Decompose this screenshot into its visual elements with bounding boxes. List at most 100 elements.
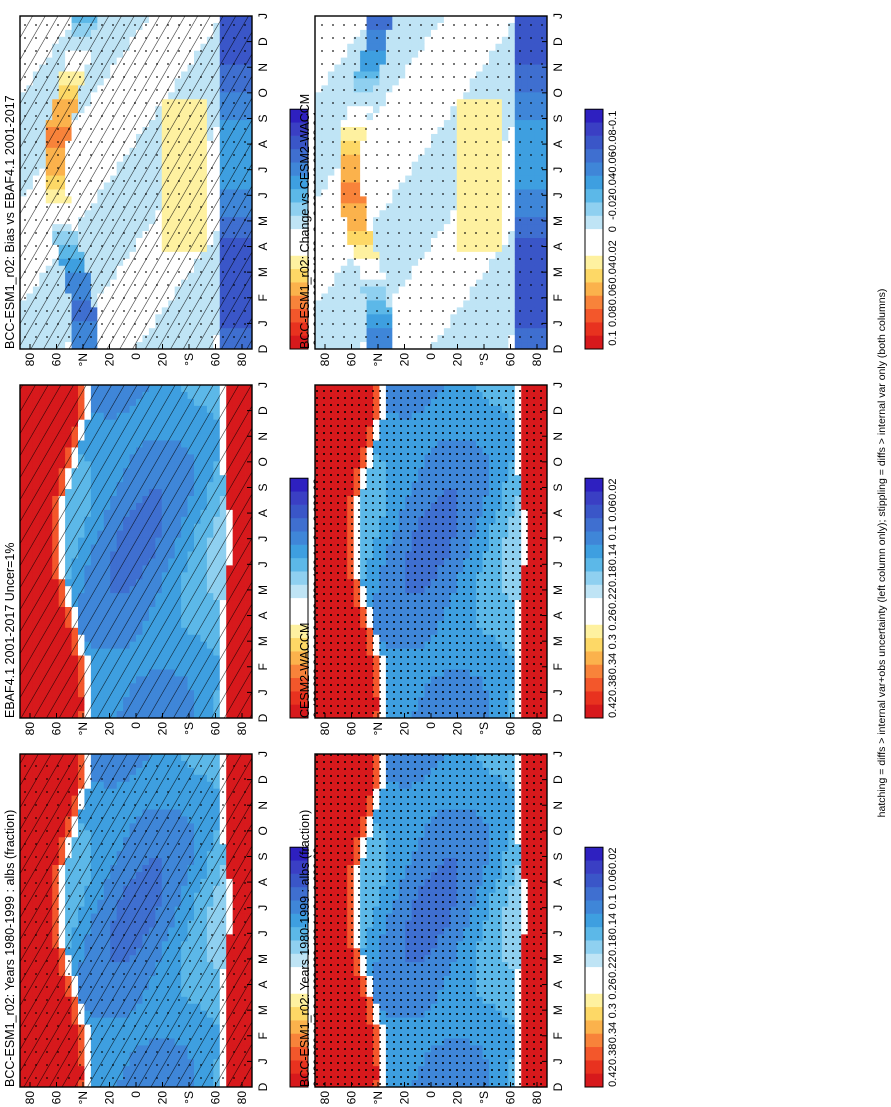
x-tick-label: A [551,878,565,886]
colorbar-label: 0.22 [607,956,619,977]
colorbar-swatch [290,980,308,994]
panel-2: BCC-ESM1_r02: Years 1980-1999 : albs (fr… [298,751,619,1104]
colorbar-label: 0.06 [607,869,619,890]
colorbar-label: 0.18 [607,935,619,956]
colorbar-swatch [290,953,308,968]
y-tick-label: 80 [23,1091,37,1105]
colorbar-swatch [290,1060,308,1074]
y-tick-label: °S [182,1091,196,1104]
x-tick-label: N [256,801,270,810]
colorbar-swatch [585,1020,603,1034]
colorbar-label: 0.34 [607,1022,619,1043]
colorbar-swatch [585,953,603,968]
x-tick-label: J [256,905,270,911]
colorbar-swatch [290,966,308,981]
x-tick-label: M [256,954,270,964]
colorbar-label: 0.3 [607,1003,619,1018]
x-tick-label: N [551,801,565,810]
colorbar-swatch [585,1006,603,1021]
colorbar-swatch [290,873,308,888]
x-tick-label: D [551,775,565,784]
stippling-overlay [20,754,252,1087]
y-tick-label: 20 [398,1091,412,1105]
colorbar-label: 0.14 [607,913,619,934]
y-tick-label: 20 [103,1091,117,1105]
y-tick-label: 20 [156,1091,170,1105]
x-tick-label: D [256,1082,270,1091]
y-tick-label: 60 [209,1091,223,1105]
x-tick-label: M [256,1005,270,1015]
y-tick-label: 60 [504,1091,518,1105]
colorbar-swatch [290,1046,308,1061]
y-tick-label: 80 [318,1091,332,1105]
colorbar-swatch [290,993,308,1008]
panel-title: BCC-ESM1_r02: Years 1980-1999 : albs (fr… [3,810,17,1087]
colorbar-frame [289,846,309,1088]
colorbar-label: 0.42 [607,1065,619,1086]
x-tick-label: S [256,852,270,860]
panel-3: EBAF4.1 2001-2017 Uncer=1% DJFMAMJJASONDJ… [3,382,324,735]
colorbar-swatch [585,860,603,874]
x-tick-label: J [551,930,565,936]
colorbar-swatch [585,993,603,1008]
colorbar-swatch [585,913,603,928]
x-tick-label: J [256,930,270,936]
y-tick-label: 0 [424,1091,438,1098]
panel-title: BCC-ESM1_r02: Years 1980-1999 : albs (fr… [298,810,312,1087]
stippling-overlay [315,754,547,1087]
colorbar-label: 0.26 [607,978,619,999]
x-tick-label: O [551,826,565,835]
colorbar-swatch [290,1073,308,1087]
colorbar-swatch [585,846,603,861]
y-tick-label: 0 [129,1091,143,1098]
x-tick-label: J [551,751,565,757]
panel-title: EBAF4.1 2001-2017 Uncer=1% [3,543,17,718]
x-tick-label: M [551,954,565,964]
colorbar-swatch [585,1046,603,1061]
x-tick-label: J [551,905,565,911]
x-tick-label: J [551,1058,565,1064]
y-tick-label: 60 [50,1091,64,1105]
x-tick-label: F [551,1032,565,1039]
x-tick-label: S [551,852,565,860]
colorbar-swatch [585,1060,603,1074]
y-tick-label: 60 [345,1091,359,1105]
colorbar-swatch [290,940,308,954]
x-tick-label: A [256,981,270,989]
x-tick-label: J [256,1058,270,1064]
panel-1: BCC-ESM1_r02: Years 1980-1999 : albs (fr… [3,751,324,1104]
colorbar-swatch [290,1006,308,1021]
x-tick-label: A [551,981,565,989]
y-tick-label: °N [76,1091,90,1104]
y-tick-label: °N [371,1091,385,1104]
x-tick-label: D [256,775,270,784]
colorbar-swatch [290,1033,308,1048]
colorbar-swatch [290,900,308,914]
colorbar-swatch [585,926,603,941]
colorbar-swatch [290,860,308,874]
colorbar-swatch [585,980,603,994]
colorbar-label: 0.38 [607,1044,619,1065]
colorbar-swatch [585,966,603,981]
colorbar-swatch [585,886,603,901]
y-tick-label: 80 [530,1091,544,1105]
colorbar-swatch [290,846,308,861]
x-tick-label: J [256,751,270,757]
colorbar-swatch [585,873,603,888]
colorbar-swatch [290,913,308,928]
colorbar-swatch [585,940,603,954]
y-tick-label: °S [477,1091,491,1104]
colorbar-swatch [585,1073,603,1087]
colorbar-swatch [290,926,308,941]
colorbar-swatch [585,900,603,914]
x-tick-label: F [256,1032,270,1039]
x-tick-label: M [551,1005,565,1015]
x-tick-label: O [256,826,270,835]
colorbar-swatch [290,886,308,901]
x-tick-label: D [551,1082,565,1091]
y-tick-label: 80 [235,1091,249,1105]
colorbar-swatch [585,1033,603,1048]
colorbar-swatch [290,1020,308,1034]
colorbar-label: 0.02 [607,847,619,868]
